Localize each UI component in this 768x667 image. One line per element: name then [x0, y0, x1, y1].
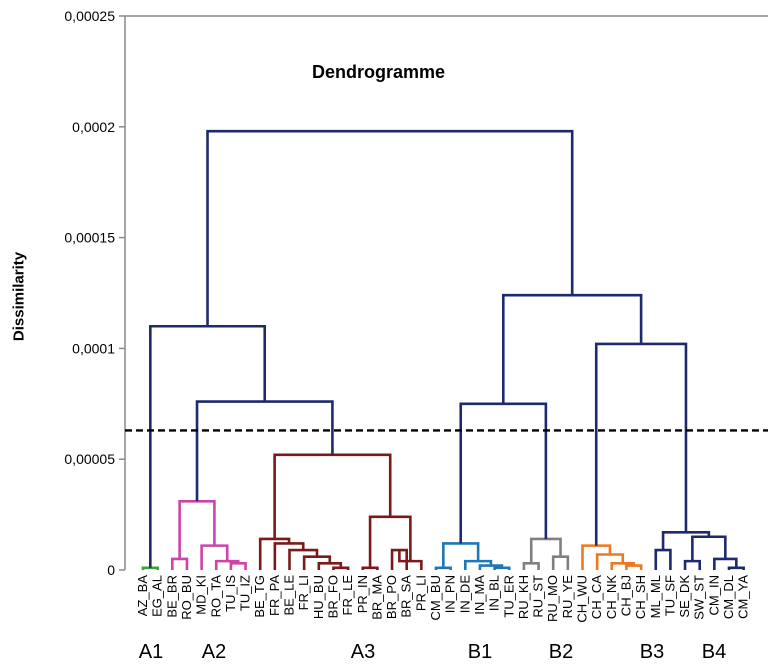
group-label: B4: [702, 641, 726, 663]
leaf-label: RO_TA: [208, 575, 223, 618]
dendrogram-link: [229, 562, 247, 570]
y-tick-label: 0,00005: [64, 451, 115, 467]
leaf-label: RU_MO: [545, 575, 560, 622]
leaf-label: CH_WU: [575, 575, 590, 623]
leaf-label: RU_KH: [516, 575, 531, 619]
leaf-label: TU_IZ: [238, 575, 253, 611]
y-tick-label: 0,00015: [64, 230, 115, 246]
leaf-label: TU_SF: [662, 575, 677, 616]
dendrogram-link: [141, 566, 159, 570]
leaf-label: IN_PN: [443, 575, 458, 613]
leaf-label: FR_LE: [340, 575, 355, 616]
dendrogram-link: [200, 544, 229, 570]
y-tick-label: 0,0002: [72, 119, 115, 135]
dendrogram-link: [551, 555, 570, 570]
group-label: B1: [468, 641, 492, 663]
leaf-label: BE_LE: [282, 575, 297, 616]
leaf-label: IN_BL: [487, 575, 502, 611]
leaf-label: IN_MA: [472, 575, 487, 615]
dendrogram-link: [522, 562, 540, 570]
leaf-label: RU_YE: [560, 575, 575, 619]
leaf-label: CH_BJ: [618, 575, 633, 616]
dendrogram-link: [654, 548, 672, 570]
dendrogram-link: [683, 559, 701, 570]
leaf-label: BE_BR: [164, 575, 179, 618]
leaf-label: BR_SA: [399, 575, 414, 618]
leaf-label: BR_FO: [325, 575, 340, 618]
leaf-label: PR_LI: [413, 575, 428, 611]
leaf-label: EG_AL: [150, 575, 165, 617]
group-label: B2: [549, 641, 573, 663]
y-tick-label: 0,0001: [72, 340, 115, 356]
leaf-label: TU_IS: [223, 575, 238, 612]
dendrogram-link: [594, 342, 688, 546]
dendrogram-link: [493, 566, 511, 570]
leaf-label: BR_PO: [384, 575, 399, 619]
group-label: B3: [640, 641, 664, 663]
y-tick-label: 0: [107, 562, 115, 578]
dendrogram-link: [149, 324, 267, 568]
leaf-label: AZ_BA: [135, 575, 150, 617]
leaf-label: CM_DL: [721, 575, 736, 619]
dendrogram-link: [434, 566, 452, 570]
leaf-label: FR_LI: [296, 575, 311, 610]
leaf-label: CM_IN: [706, 575, 721, 615]
leaf-label: MD_KI: [194, 575, 209, 615]
dendrogram-link: [442, 542, 480, 568]
leaf-label: BR_MA: [369, 575, 384, 620]
leaf-label: CM_BU: [428, 575, 443, 621]
leaf-label: FR_PA: [267, 575, 282, 616]
dendrogram-link: [273, 453, 392, 539]
leaf-label: BE_TG: [252, 575, 267, 618]
leaf-label: TU_ER: [501, 575, 516, 618]
dendrogram-link: [661, 531, 711, 551]
dendrogram-link: [178, 500, 216, 559]
chart-title: Dendrogramme: [312, 62, 446, 82]
leaf-label: HU_BU: [311, 575, 326, 619]
leaf-label: SE_DK: [677, 575, 692, 618]
group-label: A2: [202, 641, 226, 663]
group-label: A3: [351, 641, 375, 663]
dendrogram-link: [195, 400, 334, 502]
y-tick-label: 0,00025: [64, 8, 115, 24]
dendrogram-link: [171, 557, 189, 570]
dendrogram-link: [459, 402, 548, 544]
dendrogram-link: [332, 566, 350, 570]
leaf-label: RU_ST: [531, 575, 546, 618]
dendrogram-link: [625, 564, 643, 570]
leaf-label: CH_NK: [604, 575, 619, 619]
leaf-label: IN_DE: [457, 575, 472, 614]
dendrogram-link: [361, 566, 379, 570]
dendrogram-link: [206, 129, 574, 327]
dendrogram-link: [529, 537, 562, 564]
leaf-label: SW_ST: [692, 575, 707, 620]
leaf-label: CH_SH: [633, 575, 648, 619]
group-label: A1: [139, 641, 163, 663]
leaf-label: CH_CA: [589, 575, 604, 619]
dendrogram-link: [727, 566, 745, 570]
dendrogram-link: [691, 535, 727, 562]
leaf-label: RO_BU: [179, 575, 194, 620]
leaf-label: PR_IN: [355, 575, 370, 613]
dendrogram-link: [501, 293, 643, 404]
leaf-label: CM_YA: [736, 575, 751, 619]
leaf-label: ML_ML: [648, 575, 663, 618]
